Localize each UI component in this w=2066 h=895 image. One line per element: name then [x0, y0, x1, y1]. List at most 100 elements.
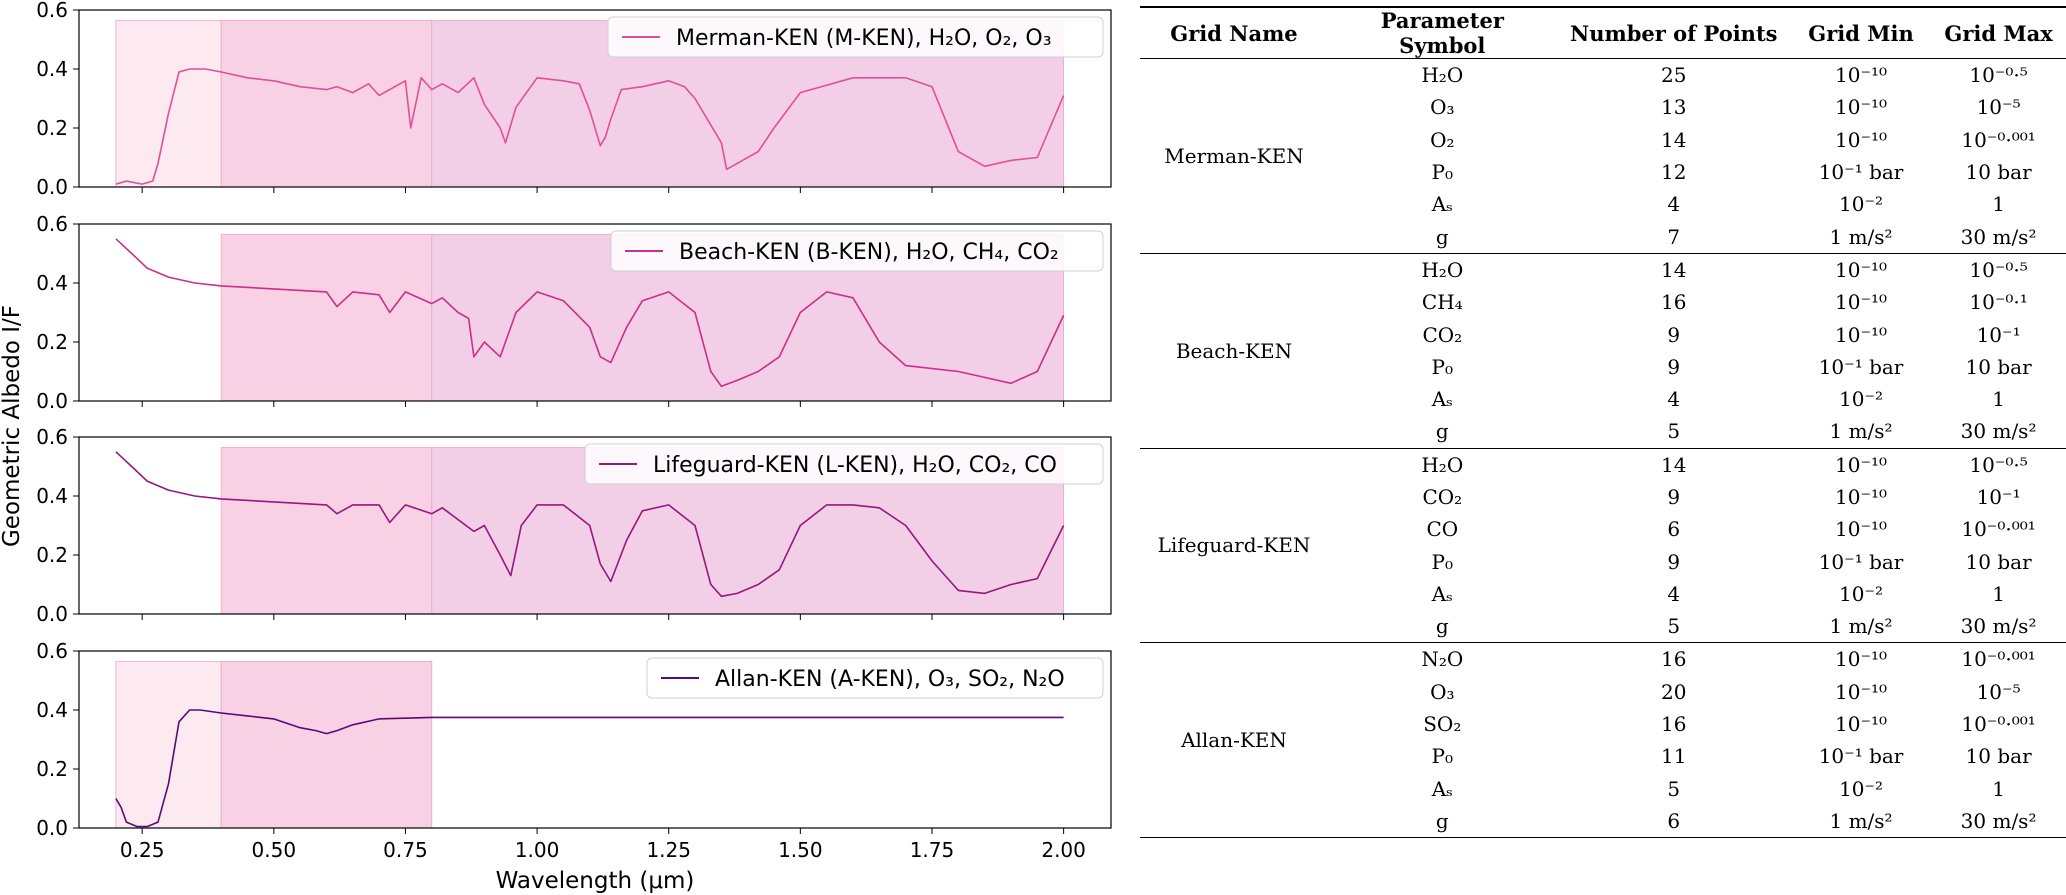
number-of-points-cell: 9	[1667, 485, 1681, 509]
y-tick-label: 0.6	[36, 425, 68, 449]
table-row: SO₂ 16 10⁻¹⁰ 10⁻⁰·⁰⁰¹	[1140, 708, 2066, 740]
grid-max-cell: 10⁻⁰·¹	[1969, 290, 2028, 315]
table-row: CO₂ 9 10⁻¹⁰ 10⁻¹	[1140, 481, 2066, 513]
number-of-points-cell: 20	[1661, 679, 1687, 704]
grid-max-cell: 30 m/s²	[1960, 419, 2037, 444]
parameter-symbol-cell: P₀	[1431, 160, 1454, 185]
grid-name-cell: Allan-KEN	[1181, 728, 1287, 753]
table-row: P₀ 9 10⁻¹ bar 10 bar	[1140, 351, 2066, 383]
grid-max-cell: 10 bar	[1965, 549, 2032, 574]
y-tick-label: 0.2	[36, 543, 68, 567]
parameter-symbol-cell: H₂O	[1421, 257, 1464, 282]
spectrum-series-line	[115, 451, 1065, 598]
grid-max-cell: 10⁻⁰·⁰⁰¹	[1961, 647, 2036, 672]
y-tick-label: 0.2	[36, 116, 68, 140]
grid-min-cell: 10⁻¹⁰	[1835, 679, 1888, 704]
table-row: CH₄ 16 10⁻¹⁰ 10⁻⁰·¹	[1140, 286, 2066, 318]
table-row: O₃ 13 10⁻¹⁰ 10⁻⁵	[1140, 91, 2066, 123]
legend-label: Merman-KEN (M-KEN), H₂O, O₂, O₃	[676, 26, 1052, 51]
header-grid-name: Grid Name	[1170, 20, 1298, 46]
spectrum-series-line	[115, 68, 1065, 185]
grid-min-cell: 10⁻¹⁰	[1835, 517, 1888, 542]
number-of-points-cell: 16	[1661, 290, 1687, 315]
grid-name-cell: Merman-KEN	[1164, 143, 1304, 168]
grid-min-cell: 10⁻¹⁰	[1835, 290, 1888, 315]
number-of-points-cell: 16	[1661, 712, 1687, 737]
table-header-row: Grid Name Parameter Symbol Number of Poi…	[1140, 7, 2066, 59]
grid-parameter-table-container: Grid Name Parameter Symbol Number of Poi…	[1140, 6, 2066, 838]
number-of-points-cell: 7	[1667, 224, 1681, 249]
table-row: CO 6 10⁻¹⁰ 10⁻⁰·⁰⁰¹	[1140, 513, 2066, 545]
parameter-symbol-cell: P₀	[1431, 549, 1454, 574]
grid-min-cell: 10⁻¹⁰	[1835, 485, 1888, 509]
grid-min-cell: 10⁻¹⁰	[1835, 95, 1888, 120]
parameter-symbol-cell: g	[1435, 224, 1449, 249]
table-row: Allan-KEN N₂O 16 10⁻¹⁰ 10⁻⁰·⁰⁰¹	[1140, 643, 2066, 752]
number-of-points-cell: 4	[1667, 387, 1681, 412]
legend-label: Allan-KEN (A-KEN), O₃, SO₂, N₂O	[715, 667, 1065, 692]
number-of-points-cell: 6	[1667, 808, 1681, 833]
table-header: Grid Name Parameter Symbol Number of Poi…	[1140, 7, 2066, 59]
parameter-symbol-cell: O₃	[1430, 679, 1455, 704]
grid-parameter-table: Grid Name Parameter Symbol Number of Poi…	[1140, 6, 2066, 838]
shaded-wavelength-band	[220, 446, 433, 615]
grid-min-cell: 1 m/s²	[1829, 224, 1893, 249]
grid-min-cell: 10⁻¹ bar	[1818, 744, 1904, 769]
number-of-points-cell: 5	[1667, 614, 1681, 639]
grid-max-cell: 30 m/s²	[1960, 808, 2037, 833]
table-row: CO₂ 9 10⁻¹⁰ 10⁻¹	[1140, 318, 2066, 350]
grid-max-cell: 30 m/s²	[1960, 224, 2037, 249]
table-row: Beach-KEN H₂O 14 10⁻¹⁰ 10⁻⁰·⁵	[1140, 253, 2066, 363]
x-tick-label: 1.25	[646, 838, 691, 862]
x-tick-label: 2.00	[1041, 838, 1086, 862]
grid-min-cell: 10⁻¹⁰	[1835, 322, 1888, 347]
table-row: Merman-KEN H₂O 25 10⁻¹⁰ 10⁻⁰·⁵	[1140, 59, 2066, 168]
panel-frame	[78, 436, 1112, 615]
grid-min-cell: 1 m/s²	[1829, 808, 1893, 833]
x-tick-label: 0.50	[252, 838, 297, 862]
legend-label: Lifeguard-KEN (L-KEN), H₂O, CO₂, CO	[653, 453, 1057, 478]
parameter-symbol-cell: g	[1435, 614, 1449, 639]
grid-max-cell: 1	[1992, 581, 2005, 606]
y-tick-label: 0.4	[36, 271, 68, 295]
table-row: g 7 1 m/s² 30 m/s²	[1140, 220, 2066, 253]
number-of-points-cell: 5	[1667, 776, 1681, 801]
y-tick-label: 0.0	[36, 175, 68, 199]
grid-max-cell: 10 bar	[1965, 354, 2032, 379]
grid-min-cell: 10⁻¹ bar	[1818, 549, 1904, 574]
grid-max-cell: 10⁻⁵	[1976, 679, 2021, 704]
parameter-symbol-cell: CH₄	[1421, 290, 1463, 315]
table-group: Beach-KEN H₂O 14 10⁻¹⁰ 10⁻⁰·⁵ CH₄ 16 10⁻¹⁰ 10⁻⁰·…	[1140, 253, 2066, 449]
number-of-points-cell: 9	[1667, 322, 1681, 347]
number-of-points-cell: 9	[1667, 354, 1681, 379]
grid-max-cell: 10⁻⁰·⁰⁰¹	[1961, 517, 2036, 542]
parameter-symbol-cell: SO₂	[1423, 712, 1462, 737]
y-tick-label: 0.4	[36, 484, 68, 508]
grid-max-cell: 10⁻⁰·⁰⁰¹	[1961, 712, 2036, 737]
parameter-symbol-cell: Aₛ	[1431, 192, 1453, 217]
y-tick-label: 0.0	[36, 816, 68, 840]
parameter-symbol-cell: g	[1435, 419, 1449, 444]
legend-box	[646, 657, 1104, 699]
number-of-points-cell: 9	[1667, 549, 1681, 574]
grid-max-cell: 1	[1992, 192, 2005, 217]
grid-max-cell: 10⁻¹	[1976, 485, 2021, 509]
x-tick-label: 1.00	[515, 838, 560, 862]
y-tick-label: 0.0	[36, 602, 68, 626]
y-tick-label: 0.2	[36, 757, 68, 781]
number-of-points-cell: 13	[1661, 95, 1687, 120]
number-of-points-cell: 4	[1667, 192, 1681, 217]
header-grid-max: Grid Max	[1944, 20, 2053, 46]
grid-max-cell: 10 bar	[1965, 160, 2032, 185]
legend-box	[607, 16, 1104, 58]
table-group: Merman-KEN H₂O 25 10⁻¹⁰ 10⁻⁰·⁵ O₃ 13 10⁻¹⁰ 10⁻⁵ O…	[1140, 59, 2066, 254]
number-of-points-cell: 14	[1661, 452, 1687, 477]
parameter-symbol-cell: Aₛ	[1431, 776, 1453, 801]
grid-max-cell: 10⁻⁰·⁵	[1969, 63, 2028, 88]
grid-name-cell: Beach-KEN	[1175, 338, 1293, 363]
table-row: g 5 1 m/s² 30 m/s²	[1140, 415, 2066, 448]
parameter-symbol-cell: O₃	[1430, 95, 1455, 120]
grid-max-cell: 10⁻⁵	[1976, 95, 2021, 120]
grid-min-cell: 1 m/s²	[1829, 614, 1893, 639]
header-parameter-symbol: Parameter Symbol	[1380, 8, 1504, 58]
